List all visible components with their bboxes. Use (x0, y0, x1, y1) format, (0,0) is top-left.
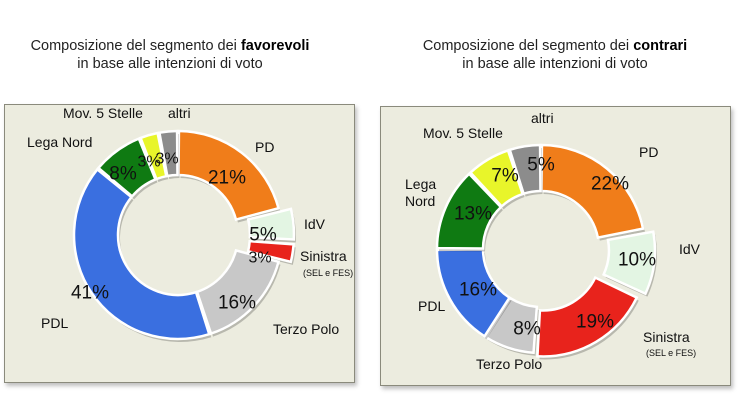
donut-slice-sinistra (536, 275, 639, 358)
category-label-terzo-polo: Terzo Polo (273, 321, 339, 337)
title-bold: contrari (633, 38, 688, 54)
data-label-pd: 22% (591, 174, 629, 195)
title-subline: in base alle intenzioni di voto (462, 56, 648, 72)
data-label-lega-nord: 8% (109, 164, 137, 185)
donut-slice-pdl (72, 167, 211, 341)
category-label-idv: IdV (679, 241, 701, 257)
data-label-sinistra: 3% (248, 250, 271, 267)
data-label-terzo-polo: 16% (218, 293, 256, 314)
donut-slice-pd (177, 129, 281, 222)
title-text: Composizione del segmento dei (30, 38, 241, 54)
title-subline: in base alle intenzioni di voto (77, 56, 263, 72)
donut-chart-contrari: 22% 10% 19% 8% 16% 13% 7% 5% PD IdV Sinistra (SEL e… (405, 110, 701, 372)
category-sublabel-sinistra: (SEL e FES) (303, 268, 353, 278)
donut-slice-lega-nord (96, 137, 158, 199)
data-label-idv: 10% (618, 250, 656, 271)
data-label-lega-nord: 13% (454, 204, 492, 225)
title-text: Composizione del segmento dei (422, 38, 634, 54)
data-label-mov-5-stelle: 7% (491, 166, 519, 187)
category-label-pdl: PDL (418, 298, 445, 314)
data-label-pd: 21% (208, 168, 246, 189)
donut-slice-terzo-polo (484, 296, 539, 355)
category-label-sinistra: Sinistra (643, 329, 690, 345)
category-label-pd: PD (639, 144, 658, 160)
data-label-altri: 3% (155, 151, 178, 168)
donut-slice-mov-5-stelle (468, 148, 525, 209)
data-label-altri: 5% (527, 155, 555, 176)
donut-slice-pd (540, 143, 645, 240)
chart-title-favorevoli: Composizione del segmento dei favorevoli… (0, 37, 340, 73)
donut-slice-terzo-polo (195, 248, 281, 336)
donut-slice-idv (246, 207, 296, 241)
data-label-pdl: 41% (71, 283, 109, 304)
title-bold: favorevoli (240, 38, 310, 54)
data-label-terzo-polo: 8% (513, 319, 541, 340)
donut-slice-lega-nord (435, 172, 503, 250)
data-label-idv: 5% (249, 225, 277, 246)
category-label-pd: PD (255, 139, 274, 155)
donut-slice-pdl (435, 248, 512, 339)
donut-slice-idv (601, 230, 657, 296)
category-label-terzo-polo: Terzo Polo (476, 356, 542, 372)
category-label-sinistra: Sinistra (300, 248, 347, 264)
chart-panel-contrari: 22% 10% 19% 8% 16% 13% 7% 5% PD IdV Sinistra (SEL e… (380, 106, 731, 386)
category-label-altri: altri (531, 110, 554, 126)
category-label-altri: altri (168, 105, 191, 121)
data-label-sinistra: 19% (576, 312, 614, 333)
category-label-mov-5-stelle: Mov. 5 Stelle (423, 125, 503, 141)
category-sublabel-sinistra: (SEL e FES) (646, 348, 696, 358)
category-label-lega-nord: Lega Nord (27, 134, 92, 150)
data-label-pdl: 16% (459, 280, 497, 301)
chart-title-contrari: Composizione del segmento dei contrari i… (370, 37, 740, 73)
data-label-mov-5-stelle: 3% (137, 154, 160, 171)
donut-slice-altri (157, 129, 179, 178)
donut-slice-sinistra (246, 239, 295, 264)
chart-panel-favorevoli: 21% 5% 3% 16% 41% 8% 3% 3% PD IdV Sinistra (SEL e F… (4, 104, 355, 383)
category-label-mov-5-stelle: Mov. 5 Stelle (63, 105, 143, 121)
category-label-lega-nord: Lega Nord (405, 176, 436, 209)
category-label-idv: IdV (304, 216, 326, 232)
donut-slice-altri (508, 143, 542, 196)
category-label-pdl: PDL (41, 315, 68, 331)
